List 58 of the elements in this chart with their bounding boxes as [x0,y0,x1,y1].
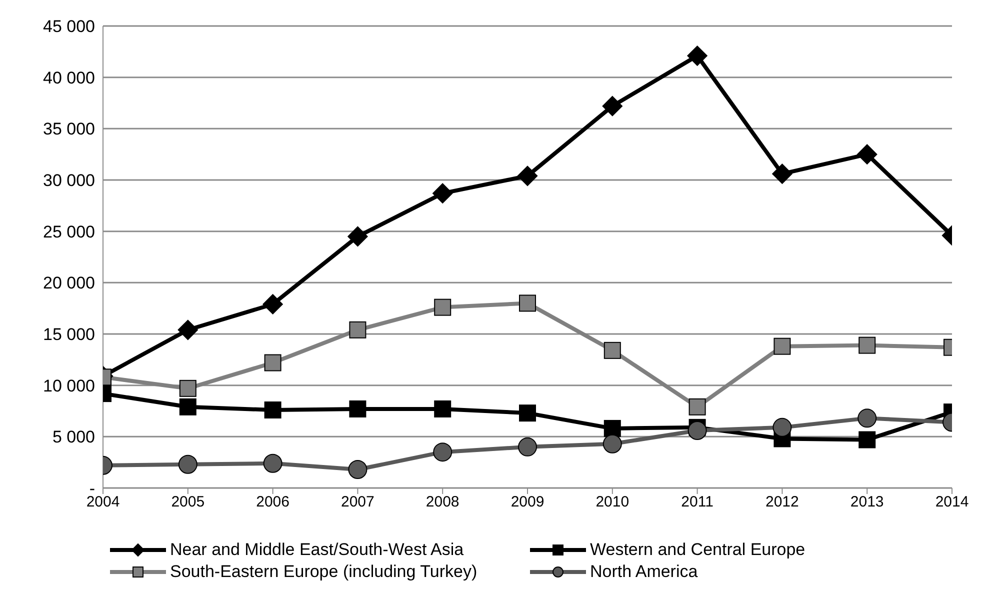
point [348,460,368,480]
point [264,354,282,372]
point [857,144,878,164]
x-tick-label: 2014 [935,494,969,511]
x-tick-label: 2006 [256,494,290,511]
point [263,454,282,473]
point [602,434,622,454]
point [348,226,368,247]
y-tick-label: 35 000 [43,120,95,139]
y-tick-label: 45 000 [43,17,95,36]
y-tick-label: 15 000 [43,325,95,344]
y-tick-label: 25 000 [43,222,95,242]
point [262,294,283,314]
point [858,431,876,448]
y-tick-label: 40 000 [43,68,95,88]
legend-label: Western and Central Europe [590,540,806,560]
point [519,294,536,312]
x-tick-label: 2004 [86,494,120,511]
point [517,166,538,186]
point [688,398,706,416]
x-tick-label: 2013 [850,494,884,511]
legend-label: South-Eastern Europe (including Turkey) [170,562,478,582]
x-tick-label: 2010 [596,494,630,511]
y-tick-label: 5 000 [52,428,95,447]
point [434,298,452,316]
point [434,400,452,418]
x-tick-label: 2008 [426,494,460,511]
x-tick-label: 2011 [681,494,714,511]
legend-label: Near and Middle East/South-West Asia [170,540,464,560]
x-tick-label: 2007 [341,494,374,511]
point [178,454,198,474]
point [264,401,282,418]
point [688,421,707,440]
x-tick-label: 2012 [766,494,799,511]
point [858,336,876,354]
point [349,400,366,418]
point [602,96,622,116]
point [604,342,621,359]
x-tick-label: 2009 [510,494,544,511]
x-tick-label: 2005 [171,494,205,511]
y-tick-label: 30 000 [43,171,95,190]
point [432,183,453,204]
point [179,380,196,397]
point [519,404,536,422]
y-tick-label: 20 000 [43,274,95,293]
point [772,164,792,184]
point [858,408,877,428]
point [687,46,708,66]
point [433,442,452,462]
y-tick-label: 10 000 [43,376,95,396]
point [604,420,621,437]
point [518,437,537,456]
point [178,320,198,340]
point [349,321,366,338]
point [772,418,792,437]
legend-label: North America [590,562,698,582]
point [179,398,196,416]
point [774,338,791,355]
